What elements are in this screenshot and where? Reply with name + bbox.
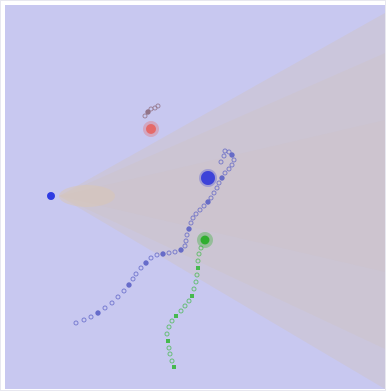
blue-trail-point <box>73 320 79 326</box>
green-trail-point <box>167 351 173 357</box>
green-trail <box>164 245 204 369</box>
blue-trail-point <box>133 271 139 277</box>
blue-trail-point <box>95 310 101 316</box>
red-target <box>146 124 156 134</box>
red-trail-point <box>155 103 161 109</box>
blue-trail-point <box>226 166 232 172</box>
blue-trail-point <box>183 238 189 244</box>
green-trail-point <box>193 279 199 285</box>
blue-trail-point <box>143 260 149 266</box>
green-trail-point <box>166 345 172 351</box>
blue-trail-point <box>102 305 108 311</box>
blue-trail-point <box>166 250 172 256</box>
blue-trail-point <box>138 265 144 271</box>
vision-cone-core <box>59 120 385 272</box>
trails-group <box>73 103 237 369</box>
agent-dot <box>47 192 55 200</box>
blue-trail-point <box>216 180 222 186</box>
blue-trail-point <box>229 152 235 158</box>
blue-trail-point <box>205 199 211 205</box>
blue-trail-point <box>190 215 196 221</box>
blue-trail-point <box>182 243 188 249</box>
blue-trail-point <box>222 170 228 176</box>
blue-trail-point <box>115 294 121 300</box>
blue-trail-point <box>218 159 224 165</box>
blue-trail-point <box>81 317 87 323</box>
blue-trail-point <box>208 195 214 201</box>
green-trail-point <box>172 365 176 369</box>
blue-trail-point <box>172 249 178 255</box>
green-trail-point <box>195 258 201 264</box>
blue-trail-point <box>184 232 190 238</box>
blue-trail-point <box>126 282 132 288</box>
blue-trail-point <box>219 175 225 181</box>
blue-trail-point <box>121 288 127 294</box>
green-trail-point <box>164 331 170 337</box>
red-trail-point <box>145 109 151 115</box>
blue-trail-point <box>148 255 154 261</box>
red-trail-point <box>142 113 148 119</box>
blue-trail-point <box>229 162 235 168</box>
red-trail <box>142 103 161 119</box>
blue-trail-point <box>231 157 237 163</box>
green-trail-point <box>191 286 197 292</box>
blue-trail-point <box>130 276 136 282</box>
blue-trail-point <box>109 300 115 306</box>
blue-trail-point <box>222 148 228 154</box>
targets-group <box>143 121 217 248</box>
green-trail-point <box>186 298 192 304</box>
green-trail-point <box>196 266 200 270</box>
vision-glow <box>59 185 115 207</box>
green-trail-point <box>178 308 184 314</box>
blue-trail-point <box>88 314 94 320</box>
blue-trail-point <box>160 251 166 257</box>
green-trail-point <box>166 324 172 330</box>
green-trail-point <box>182 303 188 309</box>
vision-cone-inner <box>59 53 385 349</box>
green-trail-point <box>194 272 200 278</box>
blue-trail-point <box>193 211 199 217</box>
green-trail-point <box>196 251 202 257</box>
green-target <box>200 235 210 245</box>
blue-trail <box>73 148 237 326</box>
simulation-canvas <box>5 5 385 389</box>
green-trail-point <box>169 318 175 324</box>
vision-cone-group <box>59 13 385 389</box>
blue-trail-point <box>214 185 220 191</box>
blue-trail-point <box>221 153 227 159</box>
green-trail-point <box>174 314 178 318</box>
blue-target <box>201 171 215 185</box>
green-trail-point <box>190 294 194 298</box>
vision-cone-outer <box>59 13 385 389</box>
blue-trail-point <box>154 252 160 258</box>
blue-trail-point <box>188 220 194 226</box>
blue-trail-point <box>201 203 207 209</box>
green-trail-point <box>169 358 175 364</box>
blue-trail-point <box>211 190 217 196</box>
scene-svg <box>5 5 385 389</box>
green-trail-point <box>166 339 170 343</box>
blue-trail-point <box>186 226 192 232</box>
blue-trail-point <box>178 247 184 253</box>
green-trail-point <box>198 245 204 251</box>
blue-trail-point <box>197 207 203 213</box>
